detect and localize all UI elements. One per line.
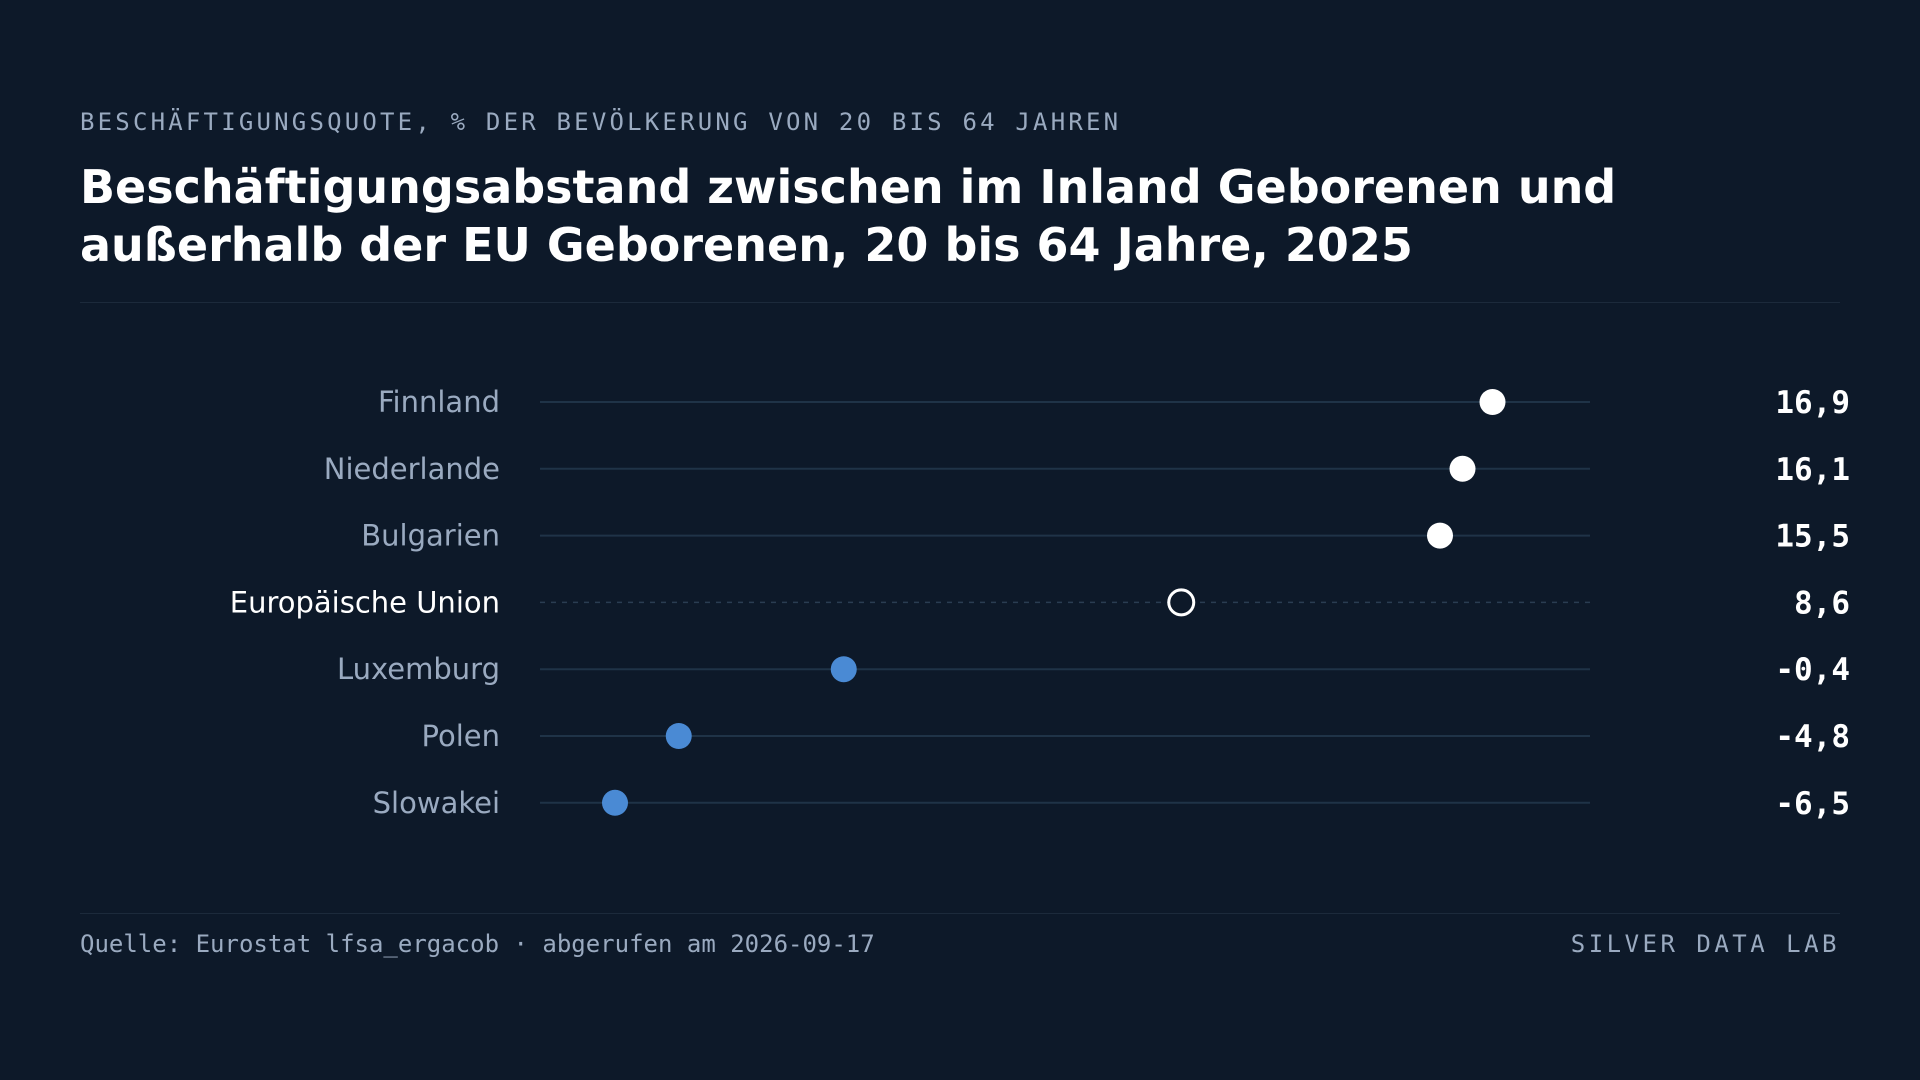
source-note: Quelle: Eurostat lfsa_ergacob · abgerufe… <box>80 930 875 958</box>
category-label-row-6: Slowakei <box>373 786 500 820</box>
value-label-row-4: -0,4 <box>1775 652 1850 688</box>
value-label-row-2: 15,5 <box>1775 519 1850 555</box>
data-dot-row-4 <box>830 656 857 683</box>
value-label-row-5: -4,8 <box>1775 719 1850 755</box>
chart-subtitle: BESCHÄFTIGUNGSQUOTE, % DER BEVÖLKERUNG V… <box>80 108 1122 136</box>
data-dot-row-0 <box>1479 389 1506 415</box>
data-dot-row-5 <box>665 723 692 749</box>
category-label-row-0: Finnland <box>378 385 500 419</box>
chart-title: Beschäftigungsabstand zwischen im Inland… <box>80 160 1617 272</box>
category-label-row-4: Luxemburg <box>337 652 500 686</box>
brand-label: SILVER DATA LAB <box>1570 930 1840 958</box>
data-dot-row-3 <box>1167 588 1196 617</box>
value-label-row-6: -6,5 <box>1775 786 1850 822</box>
value-label-row-1: 16,1 <box>1775 452 1850 488</box>
data-dot-row-2 <box>1427 522 1453 549</box>
category-label-row-1: Niederlande <box>324 452 500 486</box>
category-label-row-2: Bulgarien <box>361 519 500 553</box>
data-dot-row-1 <box>1449 455 1476 482</box>
footer-divider <box>80 913 1840 914</box>
value-label-row-3: 8,6 <box>1794 585 1850 621</box>
value-label-row-0: 16,9 <box>1775 385 1850 421</box>
category-label-row-5: Polen <box>422 719 500 753</box>
category-label-row-3: Europäische Union <box>230 585 500 619</box>
header-divider <box>80 302 1840 303</box>
data-dot-row-6 <box>602 789 628 816</box>
